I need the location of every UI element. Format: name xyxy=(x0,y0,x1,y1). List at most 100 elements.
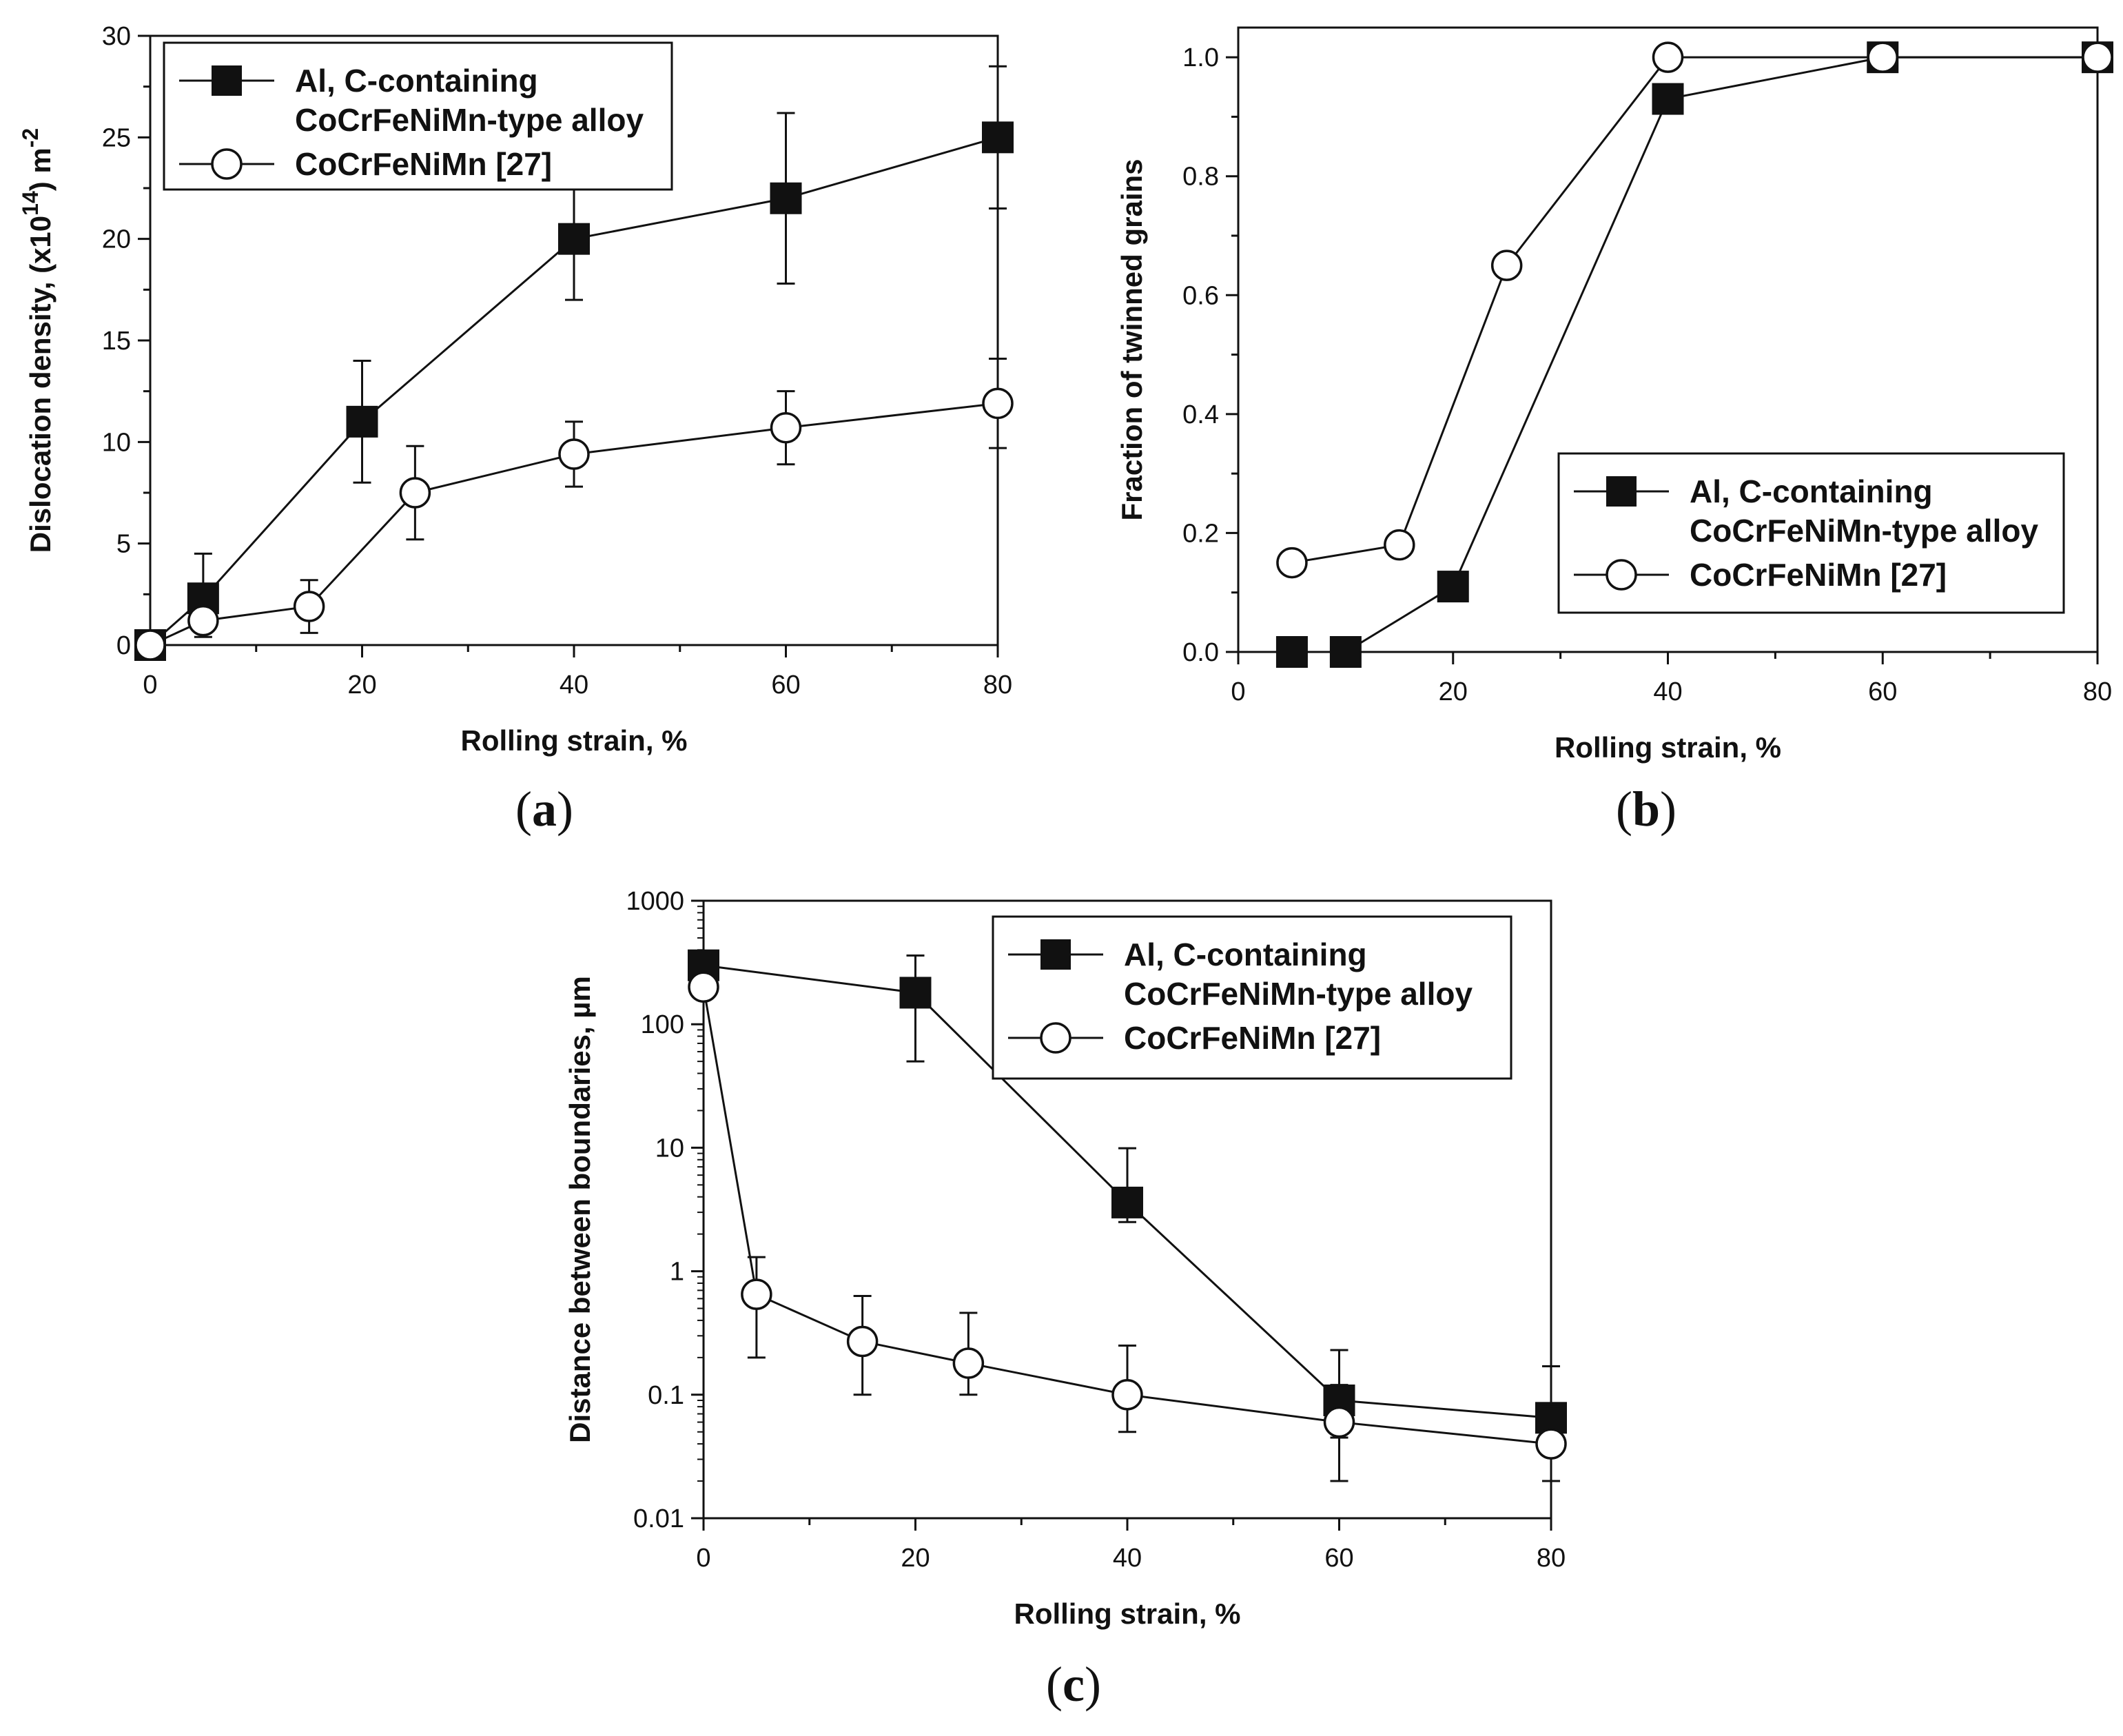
data-point-square xyxy=(558,223,590,255)
panel-a-dislocation-density: 0 20 40 60 80 0 5 10 15 20 25 30 Rolling strain, % Di… xyxy=(18,22,1014,837)
y-tick-label: 10 xyxy=(655,1134,684,1163)
data-point-circle xyxy=(982,387,1014,420)
panel-label: (a) xyxy=(515,782,573,837)
x-tick-label: 60 xyxy=(1868,677,1897,706)
data-point-square xyxy=(1329,636,1362,668)
data-point-circle xyxy=(741,1278,772,1310)
series-cocrfenimn xyxy=(1276,41,2113,579)
data-point-square xyxy=(1437,571,1469,603)
legend-square-icon xyxy=(1040,939,1071,970)
legend-label: Al, C-containing xyxy=(1690,473,1933,509)
y-tick-label: 10 xyxy=(102,428,131,457)
data-point-square xyxy=(982,121,1014,154)
x-tick-label: 0 xyxy=(143,671,157,699)
data-point-circle xyxy=(399,477,431,509)
legend-label: CoCrFeNiMn-type alloy xyxy=(295,102,644,138)
legend: Al, C-containing CoCrFeNiMn-type alloy CoC… xyxy=(1557,452,2065,614)
panel-label-open: ( xyxy=(1616,782,1632,837)
x-tick-label: 80 xyxy=(1537,1544,1566,1573)
legend-label: CoCrFeNiMn [27] xyxy=(1690,557,1947,593)
legend-label: CoCrFeNiMn [27] xyxy=(295,146,552,182)
x-axis-title: Rolling strain, % xyxy=(1555,731,1781,764)
panel-label-letter: c xyxy=(1063,1657,1085,1712)
legend-label: Al, C-containing xyxy=(295,63,538,99)
y-tick-label: 0.1 xyxy=(648,1381,684,1410)
data-point-circle xyxy=(1384,529,1415,561)
y-axis-title: Dislocation density, (x1014) m-2 xyxy=(18,128,57,553)
panel-label-open: ( xyxy=(1046,1657,1063,1712)
x-tick-label: 0 xyxy=(1231,677,1245,706)
data-point-circle xyxy=(187,604,219,637)
data-point-circle xyxy=(770,411,802,444)
x-tick-label: 20 xyxy=(1439,677,1468,706)
data-point-circle xyxy=(1652,41,1684,73)
x-tick-label: 20 xyxy=(901,1544,930,1573)
data-point-square xyxy=(1275,636,1308,668)
data-point-circle xyxy=(952,1347,985,1379)
data-point-circle xyxy=(1490,249,1523,281)
x-axis-title: Rolling strain, % xyxy=(1014,1597,1240,1630)
data-point-circle xyxy=(846,1325,879,1358)
y-tick-label: 0 xyxy=(116,631,131,660)
x-tick-label: 80 xyxy=(2083,677,2112,706)
panel-label-letter: a xyxy=(532,782,557,837)
series-cocrfenimn xyxy=(688,971,1567,1482)
y-axis-title-main: Dislocation density, (x10 xyxy=(24,216,57,553)
y-tick-label: 0.8 xyxy=(1182,163,1219,192)
panel-label-close: ) xyxy=(557,782,573,837)
y-axis-title-sup: -2 xyxy=(18,128,43,147)
y-tick-label: 0.6 xyxy=(1182,281,1219,310)
y-tick-label: 0.2 xyxy=(1182,519,1219,548)
panel-label-letter: b xyxy=(1632,782,1660,837)
series-line xyxy=(1291,56,2098,564)
x-tick-label: 60 xyxy=(771,671,800,699)
data-point-circle xyxy=(558,438,590,470)
y-axis-title: Distance between boundaries, µm xyxy=(564,976,596,1443)
y-tick-label: 1 xyxy=(670,1258,684,1287)
legend-square-icon xyxy=(212,65,242,96)
legend-square-icon xyxy=(1606,476,1637,507)
y-axis-title: Fraction of twinned grains xyxy=(1116,159,1148,520)
panel-label-close: ) xyxy=(1660,782,1676,837)
data-point-circle xyxy=(2082,41,2113,73)
panel-label: (c) xyxy=(1046,1657,1101,1712)
y-tick-label: 30 xyxy=(102,22,131,51)
data-point-circle xyxy=(688,971,719,1003)
data-point-circle xyxy=(293,591,325,622)
x-tick-label: 20 xyxy=(347,671,376,699)
data-point-circle xyxy=(134,629,166,661)
y-tick-label: 1.0 xyxy=(1182,43,1219,72)
data-point-circle xyxy=(1323,1406,1355,1438)
y-tick-label: 1000 xyxy=(626,887,684,916)
x-tick-label: 80 xyxy=(983,671,1012,699)
y-tick-label: 25 xyxy=(102,123,131,152)
panel-label-open: ( xyxy=(515,782,532,837)
panel-c-boundary-distance: 0 20 40 60 80 0.01 0.1 1 10 100 1000 Rolling strain… xyxy=(564,887,1567,1712)
x-tick-label: 60 xyxy=(1324,1544,1353,1573)
panel-b-twinned-fraction: 0 20 40 60 80 0.0 0.2 0.4 0.6 0.8 1.0 Rolling strai… xyxy=(1116,26,2113,837)
legend-label: CoCrFeNiMn-type alloy xyxy=(1690,513,2038,549)
x-tick-label: 40 xyxy=(1113,1544,1142,1573)
data-point-square xyxy=(1652,83,1684,115)
data-point-square xyxy=(770,182,802,214)
y-tick-label: 0.4 xyxy=(1182,400,1219,429)
data-point-square xyxy=(346,405,378,438)
legend-box xyxy=(992,915,1512,1080)
data-point-circle xyxy=(1276,547,1308,579)
y-axis-title-mid: ) m xyxy=(24,147,57,191)
legend-label: CoCrFeNiMn-type alloy xyxy=(1124,976,1473,1012)
y-tick-label: 0.01 xyxy=(633,1504,684,1533)
panel-label: (b) xyxy=(1616,782,1676,837)
y-tick-label: 100 xyxy=(641,1010,684,1039)
data-point-circle xyxy=(1111,1379,1143,1411)
legend-circle-icon xyxy=(211,148,243,180)
x-tick-label: 40 xyxy=(1653,677,1682,706)
y-tick-label: 15 xyxy=(102,327,131,356)
x-tick-label: 0 xyxy=(696,1544,710,1573)
y-tick-label: 0.0 xyxy=(1182,638,1219,667)
data-point-square xyxy=(899,977,932,1009)
legend-box xyxy=(1557,452,2065,614)
